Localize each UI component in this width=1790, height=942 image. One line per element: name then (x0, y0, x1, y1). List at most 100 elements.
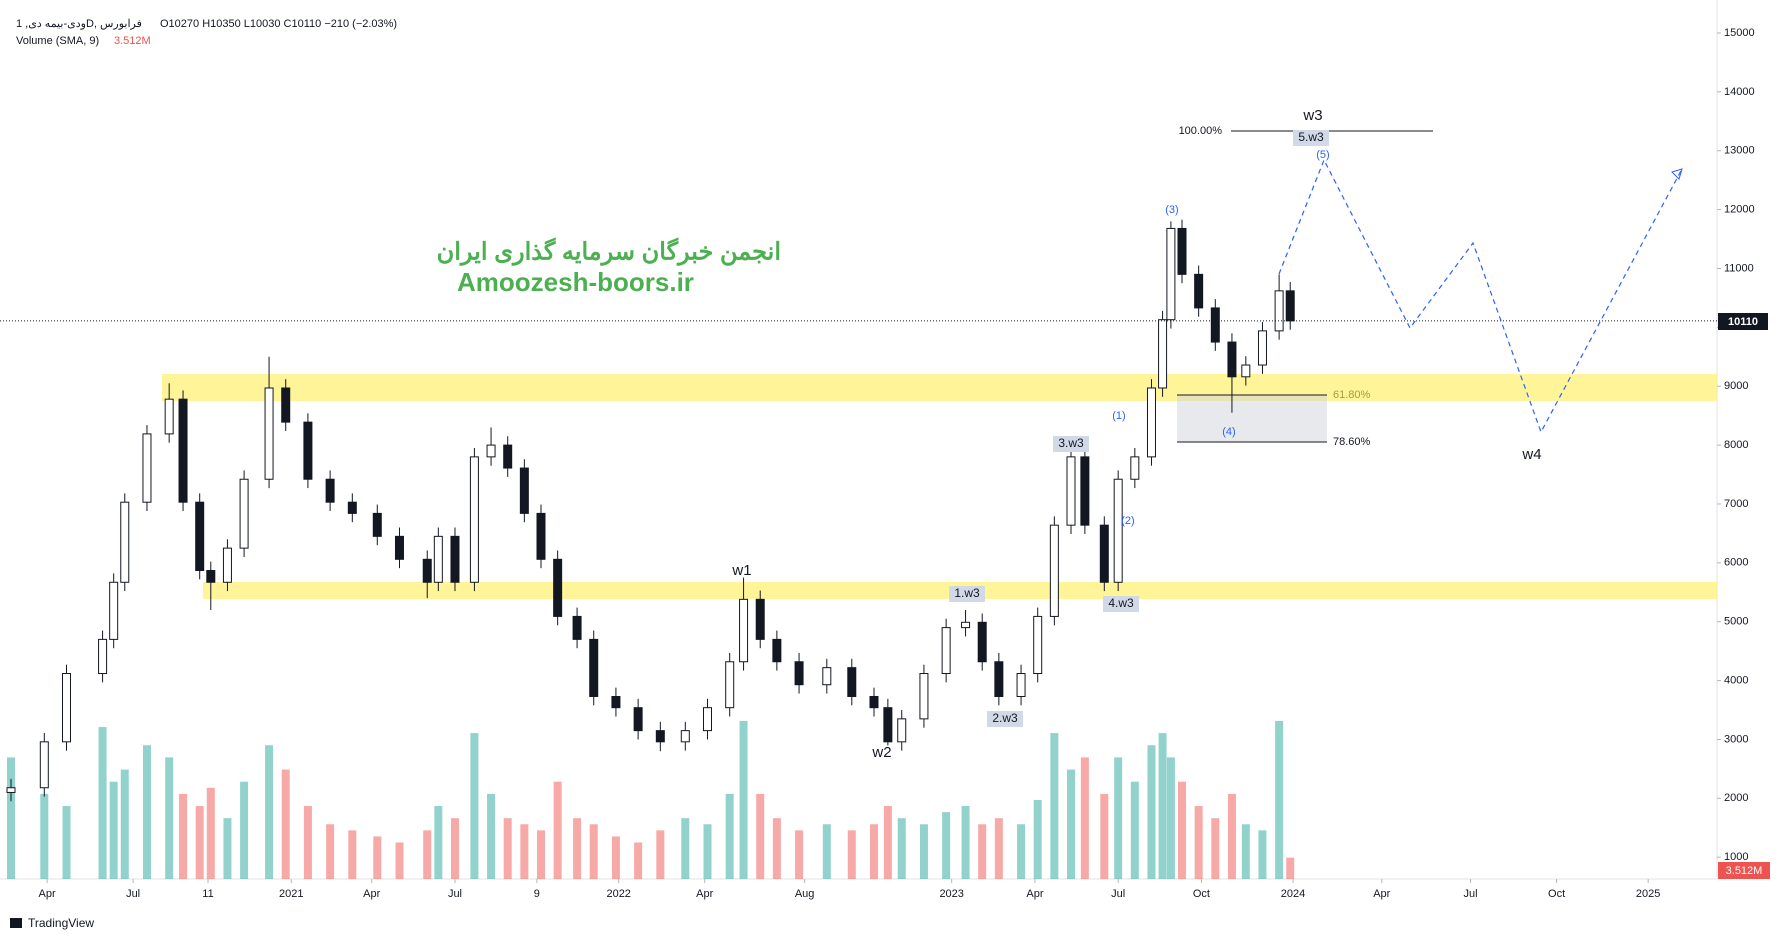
volume-bar (470, 733, 479, 879)
y-tick-label: 13000 (1724, 145, 1755, 157)
volume-bar (434, 806, 443, 879)
candle-body (39, 741, 49, 789)
candle-body (536, 512, 546, 560)
candle-body (1130, 456, 1140, 480)
label-box (1053, 436, 1089, 452)
fib-zone (1177, 395, 1327, 442)
volume-bar (120, 769, 129, 879)
y-tick-label: 14000 (1724, 86, 1755, 98)
candle-body (164, 398, 174, 435)
wave-label: 1.w3 (954, 586, 980, 600)
volume-bar (373, 836, 382, 879)
volume-bar (348, 830, 357, 879)
y-tick-label: 1000 (1724, 851, 1748, 863)
x-tick-label: Jul (1464, 888, 1478, 900)
candle-body (347, 501, 357, 514)
volume-bar (553, 781, 562, 879)
candle-body (1241, 364, 1251, 378)
fib-label: 100.00% (1179, 125, 1223, 137)
volume-header: Volume (SMA, 9) (16, 35, 99, 47)
candle-body (941, 627, 951, 675)
volume-bar (681, 818, 690, 879)
brand: TradingView (28, 916, 94, 930)
volume-bar (423, 830, 432, 879)
y-tick-label: 9000 (1724, 380, 1748, 392)
candle-body (142, 433, 152, 503)
brand-logo (10, 918, 22, 928)
x-tick-label: 2025 (1636, 888, 1660, 900)
ohlc-header: O10270 H10350 L10030 C10110 −210 (−2.03%… (160, 18, 397, 30)
volume-bar (1100, 793, 1109, 879)
volume-bar (303, 806, 312, 879)
volume-bar (240, 781, 249, 879)
volume-bar (589, 824, 598, 879)
volume-bar (395, 842, 404, 879)
y-tick-label: 5000 (1724, 616, 1748, 628)
volume-bar (503, 818, 512, 879)
volume-bar (756, 793, 765, 879)
candle-body (572, 615, 582, 640)
volume-bar (1275, 720, 1284, 879)
volume-bar (1130, 781, 1139, 879)
wave-label: 4.w3 (1108, 596, 1134, 610)
x-tick-label: 2021 (279, 888, 303, 900)
candle-body (919, 673, 929, 720)
volume-bar (206, 787, 215, 879)
arrow-head (1671, 168, 1683, 180)
wave-label: w3 (1302, 107, 1322, 124)
y-tick-label: 8000 (1724, 439, 1748, 451)
label-box (1103, 596, 1139, 612)
x-tick-label: Jul (1111, 888, 1125, 900)
y-tick-label: 11000 (1724, 262, 1754, 274)
volume-bar (1147, 745, 1156, 879)
volume-bar (450, 818, 459, 879)
volume-bar (883, 806, 892, 879)
volume-bar (1017, 824, 1026, 879)
volume-bar (223, 818, 232, 879)
volume-bar (1166, 757, 1175, 879)
y-tick-label: 7000 (1724, 498, 1748, 510)
wave-label: 5.w3 (1298, 130, 1324, 144)
candle-body (178, 398, 188, 503)
y-tick-label: 12000 (1724, 204, 1755, 216)
y-tick-label: 6000 (1724, 557, 1748, 569)
x-tick-label: 2022 (606, 888, 630, 900)
price-badge-text: 10110 (1728, 316, 1758, 328)
candle-body (869, 695, 879, 709)
candle-body (772, 638, 782, 663)
volume-bar (919, 824, 928, 879)
wave-label: (5) (1316, 149, 1329, 161)
x-tick-label: Oct (1193, 888, 1210, 900)
price-badge (1718, 313, 1768, 330)
x-tick-label: Jul (126, 888, 140, 900)
volume-bar (326, 824, 335, 879)
candle-body (1166, 227, 1176, 321)
volume-bar (1286, 857, 1295, 879)
x-tick-label: 2024 (1281, 888, 1305, 900)
volume-bar (1033, 799, 1042, 879)
candle-body (897, 718, 907, 743)
x-tick-label: Apr (1373, 888, 1390, 900)
x-tick-label: 9 (534, 888, 540, 900)
candle-body (1049, 524, 1059, 617)
volume-bar (942, 812, 951, 879)
symbol-header: ودی-بیمه دی, 1D, فرابورس (16, 18, 142, 30)
volume-bar (142, 745, 151, 879)
candle-body (264, 387, 274, 480)
volume-bar (1258, 830, 1267, 879)
candle-body (553, 558, 563, 617)
volume-bar (98, 727, 107, 879)
candle-body (1066, 456, 1076, 526)
projection-path (1278, 158, 1683, 434)
label-box (987, 711, 1023, 727)
candle-body (680, 730, 690, 743)
wave-label: (1) (1112, 410, 1125, 422)
drawings: 100.00% 61.80% 78.60% w3 5.w3 (5) (3) (1… (731, 107, 1683, 761)
x-tick-label: Apr (39, 888, 56, 900)
candle-body (281, 387, 291, 423)
candle-body (1033, 615, 1043, 675)
candle-body (303, 421, 313, 480)
candle-body (589, 638, 599, 697)
candle-body (655, 730, 665, 743)
